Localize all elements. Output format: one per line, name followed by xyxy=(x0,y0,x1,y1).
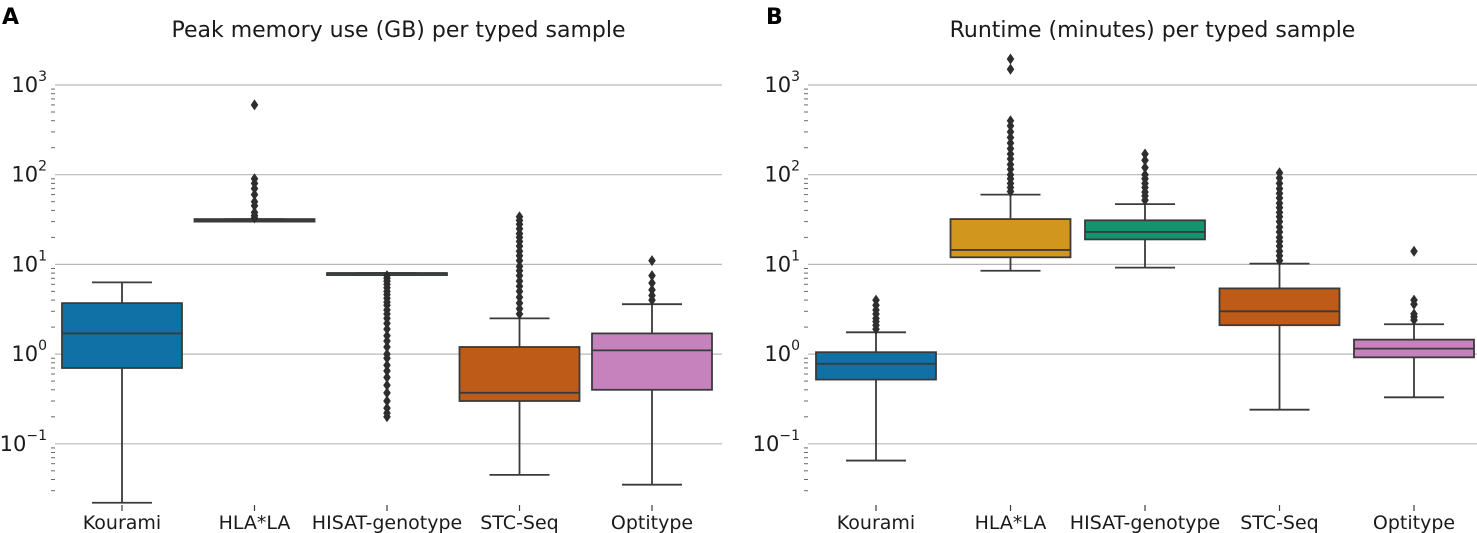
box-iqr xyxy=(815,351,937,381)
x-tick-label: Optitype xyxy=(611,512,693,533)
outlier-point xyxy=(383,323,391,335)
chart-title: Peak memory use (GB) per typed sample xyxy=(171,18,625,43)
outlier-point xyxy=(383,270,391,282)
y-tick-label: 102 xyxy=(11,159,47,187)
y-tick-label: 103 xyxy=(11,69,47,97)
x-tick-label: Kourami xyxy=(837,512,915,533)
outlier-point xyxy=(1006,126,1015,138)
box-iqr xyxy=(1084,219,1206,241)
x-tick-label: HISAT-genotype xyxy=(312,512,462,533)
outlier-point xyxy=(1006,158,1015,170)
box-iqr xyxy=(949,218,1072,259)
x-tick-label: HISAT-genotype xyxy=(1070,512,1220,533)
y-tick-label: 100 xyxy=(764,338,800,366)
box-optitype xyxy=(591,255,713,486)
panel-a: A Peak memory use (GB) per typed sample 10… xyxy=(0,5,722,533)
x-tick-label: STC-Seq xyxy=(1240,512,1319,533)
box-hla-la xyxy=(193,99,316,224)
outlier-point xyxy=(383,402,391,414)
x-tick-label: HLA*LA xyxy=(975,512,1047,533)
outlier-point xyxy=(1006,53,1015,65)
x-tick-label: Kourami xyxy=(83,512,161,533)
outlier-point xyxy=(1006,63,1015,75)
box-stc-seq xyxy=(1218,167,1341,411)
box-hla-la xyxy=(949,53,1072,272)
outlier-point xyxy=(383,371,391,383)
x-tick-label: HLA*LA xyxy=(219,512,291,533)
outlier-point xyxy=(1410,294,1418,306)
y-tick-label: 103 xyxy=(764,69,800,97)
panel-letter: A xyxy=(2,5,19,30)
box-optitype xyxy=(1353,245,1475,399)
outlier-point xyxy=(515,211,524,223)
outlier-point xyxy=(1141,169,1149,181)
box-stc-seq xyxy=(458,211,581,476)
outlier-point xyxy=(1006,143,1015,155)
outlier-point xyxy=(1275,167,1284,179)
box-iqr xyxy=(591,332,713,391)
panel-letter: B xyxy=(766,5,783,30)
outlier-point xyxy=(383,341,391,353)
outlier-point xyxy=(648,284,656,296)
box-hisat-genotype xyxy=(1084,148,1206,269)
outlier-point xyxy=(383,330,391,342)
outlier-point xyxy=(1006,137,1015,149)
box-kourami xyxy=(815,294,937,462)
x-tick-label: Optitype xyxy=(1373,512,1455,533)
outlier-point xyxy=(1006,131,1015,143)
outlier-point xyxy=(250,206,259,218)
outlier-point xyxy=(1410,245,1418,257)
outlier-point xyxy=(515,275,524,287)
outlier-point xyxy=(1410,308,1418,320)
outlier-point xyxy=(515,260,524,272)
outlier-point xyxy=(648,290,656,302)
outlier-point xyxy=(648,255,656,267)
outlier-point xyxy=(250,189,259,201)
panel-b: B Runtime (minutes) per typed sample 10−1 1… xyxy=(753,5,1477,533)
outlier-point xyxy=(383,395,391,407)
outlier-point xyxy=(383,359,391,371)
y-tick-label: 10−1 xyxy=(753,428,800,456)
outlier-point xyxy=(1141,148,1149,160)
y-tick-label: 10−1 xyxy=(0,428,47,456)
box-kourami xyxy=(61,281,183,504)
outlier-point xyxy=(250,99,259,111)
box-iqr xyxy=(1218,287,1341,327)
y-tick-label: 102 xyxy=(764,159,800,187)
outlier-point xyxy=(515,303,524,315)
chart-title: Runtime (minutes) per typed sample xyxy=(950,18,1356,43)
outlier-point xyxy=(250,173,259,185)
box-iqr xyxy=(61,302,183,369)
outlier-point xyxy=(1275,221,1284,233)
y-tick-label: 100 xyxy=(11,338,47,366)
box-hisat-genotype xyxy=(326,270,448,423)
outlier-point xyxy=(872,294,880,306)
outlier-point xyxy=(648,277,656,289)
outlier-point xyxy=(1006,115,1015,127)
outlier-point xyxy=(383,365,391,377)
outlier-point xyxy=(383,387,391,399)
outlier-point xyxy=(383,379,391,391)
outlier-point xyxy=(515,297,524,309)
y-tick-label: 101 xyxy=(11,248,47,276)
outlier-point xyxy=(250,196,259,208)
outlier-point xyxy=(648,270,656,282)
outlier-point xyxy=(383,348,391,360)
outlier-point xyxy=(1141,154,1149,166)
y-tick-label: 101 xyxy=(764,248,800,276)
outlier-point xyxy=(515,291,524,303)
x-tick-label: STC-Seq xyxy=(480,512,559,533)
outlier-point xyxy=(1141,162,1149,174)
